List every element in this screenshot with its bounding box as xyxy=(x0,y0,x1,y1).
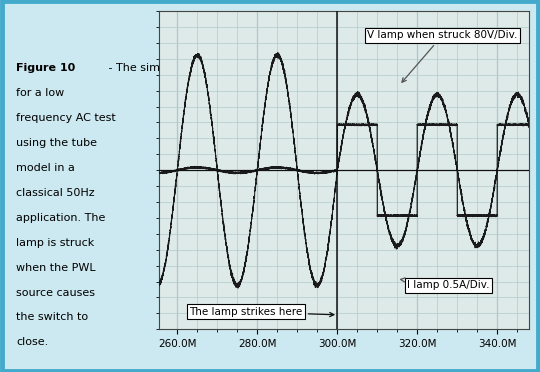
Text: The lamp strikes here: The lamp strikes here xyxy=(190,307,334,317)
Text: - The simulation results: - The simulation results xyxy=(105,63,240,73)
Text: for a low: for a low xyxy=(16,88,64,98)
Text: the switch to: the switch to xyxy=(16,312,89,323)
Text: close.: close. xyxy=(16,337,49,347)
Text: lamp is struck: lamp is struck xyxy=(16,238,94,248)
Text: frequency AC test: frequency AC test xyxy=(16,113,116,123)
Text: V lamp when struck 80V/Div.: V lamp when struck 80V/Div. xyxy=(367,31,518,82)
Text: application. The: application. The xyxy=(16,213,105,223)
Text: classical 50Hz: classical 50Hz xyxy=(16,188,95,198)
Text: when the PWL: when the PWL xyxy=(16,263,96,273)
Text: I lamp 0.5A/Div.: I lamp 0.5A/Div. xyxy=(401,278,490,290)
Text: using the tube: using the tube xyxy=(16,138,97,148)
Text: Figure 10: Figure 10 xyxy=(16,63,76,73)
Text: model in a: model in a xyxy=(16,163,75,173)
Text: source causes: source causes xyxy=(16,288,95,298)
